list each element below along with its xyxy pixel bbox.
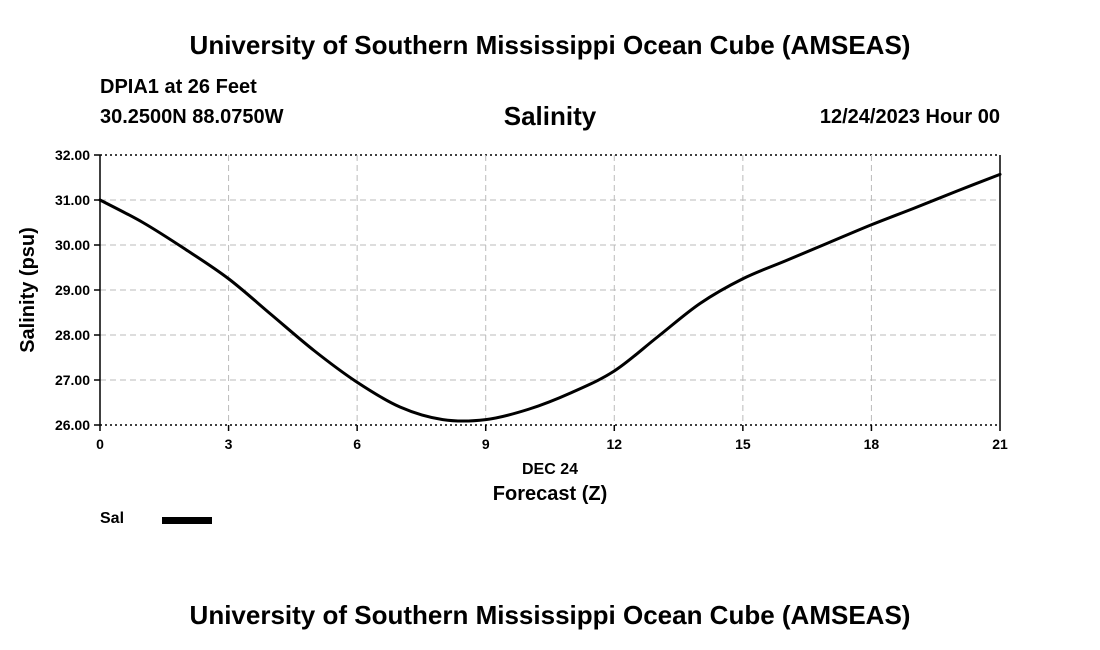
- x-tick-label: 0: [96, 436, 104, 452]
- y-tick-label: 28.00: [55, 327, 90, 343]
- series-line-sal: [98, 172, 1002, 423]
- chart-title: Salinity: [503, 101, 597, 131]
- y-tick-label: 30.00: [55, 237, 90, 253]
- x-tick-label: 6: [353, 436, 361, 452]
- y-tick-label: 29.00: [55, 282, 90, 298]
- footer-title: University of Southern Mississippi Ocean…: [189, 600, 911, 630]
- x-tick-label: 18: [864, 436, 880, 452]
- station-label: DPIA1 at 26 Feet: [100, 76, 257, 98]
- page-title: University of Southern Mississippi Ocean…: [189, 30, 911, 60]
- legend-label: Sal: [100, 510, 125, 527]
- y-tick-label: 27.00: [55, 372, 90, 388]
- legend-swatch: [162, 517, 212, 524]
- x-tick-label: 9: [482, 436, 490, 452]
- y-tick-label: 32.00: [55, 147, 90, 163]
- tick-labels: 26.00 27.00 28.00 29.00 30.00 31.00 32.00 0 3 6 9 1…: [55, 147, 1008, 452]
- x-tick-label: 12: [606, 436, 622, 452]
- x-tick-label: 21: [992, 436, 1008, 452]
- x-axis-date-label: DEC 24: [522, 461, 578, 478]
- station-coordinates: 30.2500N 88.0750W: [100, 106, 284, 128]
- y-axis-label: Salinity (psu): [17, 227, 39, 353]
- x-tick-label: 15: [735, 436, 751, 452]
- x-axis-label: Forecast (Z): [493, 483, 607, 505]
- axes: [94, 154, 1001, 431]
- grid-lines: [100, 154, 1000, 426]
- forecast-run-time: 12/24/2023 Hour 00: [819, 106, 1000, 128]
- y-tick-label: 26.00: [55, 417, 90, 433]
- y-tick-label: 31.00: [55, 192, 90, 208]
- x-tick-label: 3: [225, 436, 233, 452]
